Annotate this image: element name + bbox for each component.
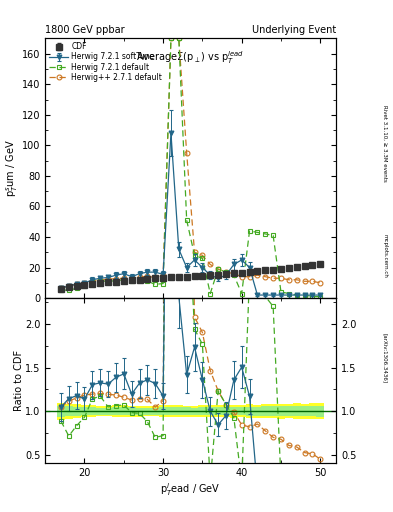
Herwig 7.2.1 default <box>263 231 268 237</box>
Herwig++ 2.7.1 default <box>106 276 110 283</box>
Herwig 7.2.1 default <box>318 293 323 300</box>
Herwig++ 2.7.1 default <box>247 273 252 280</box>
Herwig 7.2.1 default <box>255 229 260 236</box>
Herwig 7.2.1 default <box>231 272 236 278</box>
Herwig 7.2.1 default <box>114 278 118 284</box>
Herwig++ 2.7.1 default <box>161 272 165 279</box>
Herwig 7.2.1 default <box>59 287 63 293</box>
Herwig++ 2.7.1 default <box>286 276 291 283</box>
Herwig++ 2.7.1 default <box>137 274 142 280</box>
Legend: CDF, Herwig 7.2.1 softTune, Herwig 7.2.1 default, Herwig++ 2.7.1 default: CDF, Herwig 7.2.1 softTune, Herwig 7.2.1… <box>48 40 163 83</box>
Herwig 7.2.1 default <box>239 290 244 296</box>
Herwig++ 2.7.1 default <box>271 275 275 281</box>
Text: Rivet 3.1.10, ≥ 3.3M events: Rivet 3.1.10, ≥ 3.3M events <box>383 105 387 182</box>
Herwig++ 2.7.1 default <box>66 283 71 289</box>
Herwig 7.2.1 default <box>302 292 307 298</box>
Herwig++ 2.7.1 default <box>208 262 213 268</box>
Herwig 7.2.1 default <box>279 289 283 295</box>
Herwig 7.2.1 default <box>200 255 205 262</box>
Herwig 7.2.1 default <box>82 283 87 289</box>
Herwig 7.2.1 default <box>169 35 173 41</box>
Herwig 7.2.1 default <box>294 292 299 298</box>
Herwig 7.2.1 default <box>310 293 315 300</box>
Herwig++ 2.7.1 default <box>263 273 268 280</box>
Herwig++ 2.7.1 default <box>114 275 118 282</box>
Herwig 7.2.1 default <box>137 277 142 283</box>
Herwig++ 2.7.1 default <box>184 150 189 156</box>
Herwig 7.2.1 default <box>98 278 103 284</box>
Herwig 7.2.1 default <box>176 35 181 41</box>
Herwig++ 2.7.1 default <box>224 269 228 275</box>
Herwig 7.2.1 default <box>90 279 95 285</box>
Herwig++ 2.7.1 default <box>121 275 126 281</box>
Herwig 7.2.1 default <box>106 279 110 285</box>
Herwig++ 2.7.1 default <box>255 272 260 278</box>
Herwig++ 2.7.1 default <box>90 278 95 284</box>
Text: Underlying Event: Underlying Event <box>252 25 336 35</box>
Herwig 7.2.1 default <box>184 217 189 223</box>
X-axis label: p$_T^l$ead / GeV: p$_T^l$ead / GeV <box>160 481 221 498</box>
Herwig++ 2.7.1 default <box>145 273 150 280</box>
Herwig++ 2.7.1 default <box>200 252 205 259</box>
Herwig 7.2.1 default <box>216 266 220 272</box>
Herwig++ 2.7.1 default <box>82 280 87 286</box>
Herwig++ 2.7.1 default <box>153 274 158 281</box>
Herwig++ 2.7.1 default <box>98 277 103 283</box>
Herwig++ 2.7.1 default <box>294 276 299 283</box>
Herwig 7.2.1 default <box>247 228 252 234</box>
Herwig++ 2.7.1 default <box>74 281 79 287</box>
Herwig++ 2.7.1 default <box>310 278 315 284</box>
Herwig 7.2.1 default <box>208 290 213 296</box>
Y-axis label: Ratio to CDF: Ratio to CDF <box>14 350 24 411</box>
Herwig++ 2.7.1 default <box>59 285 63 291</box>
Herwig 7.2.1 default <box>74 285 79 291</box>
Herwig 7.2.1 default <box>153 281 158 287</box>
Text: Average$\Sigma$(p$_\perp$) vs p$_T^{lead}$: Average$\Sigma$(p$_\perp$) vs p$_T^{lead… <box>136 49 245 66</box>
Text: [arXiv:1306.3436]: [arXiv:1306.3436] <box>383 333 387 383</box>
Herwig++ 2.7.1 default <box>279 275 283 281</box>
Herwig++ 2.7.1 default <box>192 249 197 255</box>
Herwig 7.2.1 default <box>145 278 150 284</box>
Herwig++ 2.7.1 default <box>231 270 236 276</box>
Herwig 7.2.1 default <box>224 269 228 275</box>
Herwig++ 2.7.1 default <box>239 273 244 280</box>
Herwig++ 2.7.1 default <box>176 35 181 41</box>
Herwig 7.2.1 default <box>271 232 275 239</box>
Herwig 7.2.1 default <box>286 290 291 296</box>
Line: Herwig 7.2.1 default: Herwig 7.2.1 default <box>59 36 323 299</box>
Herwig 7.2.1 default <box>66 287 71 293</box>
Herwig++ 2.7.1 default <box>318 280 323 286</box>
Herwig++ 2.7.1 default <box>129 275 134 281</box>
Line: Herwig++ 2.7.1 default: Herwig++ 2.7.1 default <box>59 36 323 291</box>
Text: mcplots.cern.ch: mcplots.cern.ch <box>383 234 387 278</box>
Y-axis label: p$_T^s$um / GeV: p$_T^s$um / GeV <box>5 139 20 197</box>
Herwig 7.2.1 default <box>192 252 197 259</box>
Herwig 7.2.1 default <box>129 278 134 284</box>
Herwig 7.2.1 default <box>121 276 126 283</box>
Herwig++ 2.7.1 default <box>216 266 220 272</box>
Herwig++ 2.7.1 default <box>169 35 173 41</box>
Herwig 7.2.1 default <box>161 281 165 287</box>
Herwig++ 2.7.1 default <box>302 278 307 284</box>
Text: 1800 GeV ppbar: 1800 GeV ppbar <box>45 25 125 35</box>
